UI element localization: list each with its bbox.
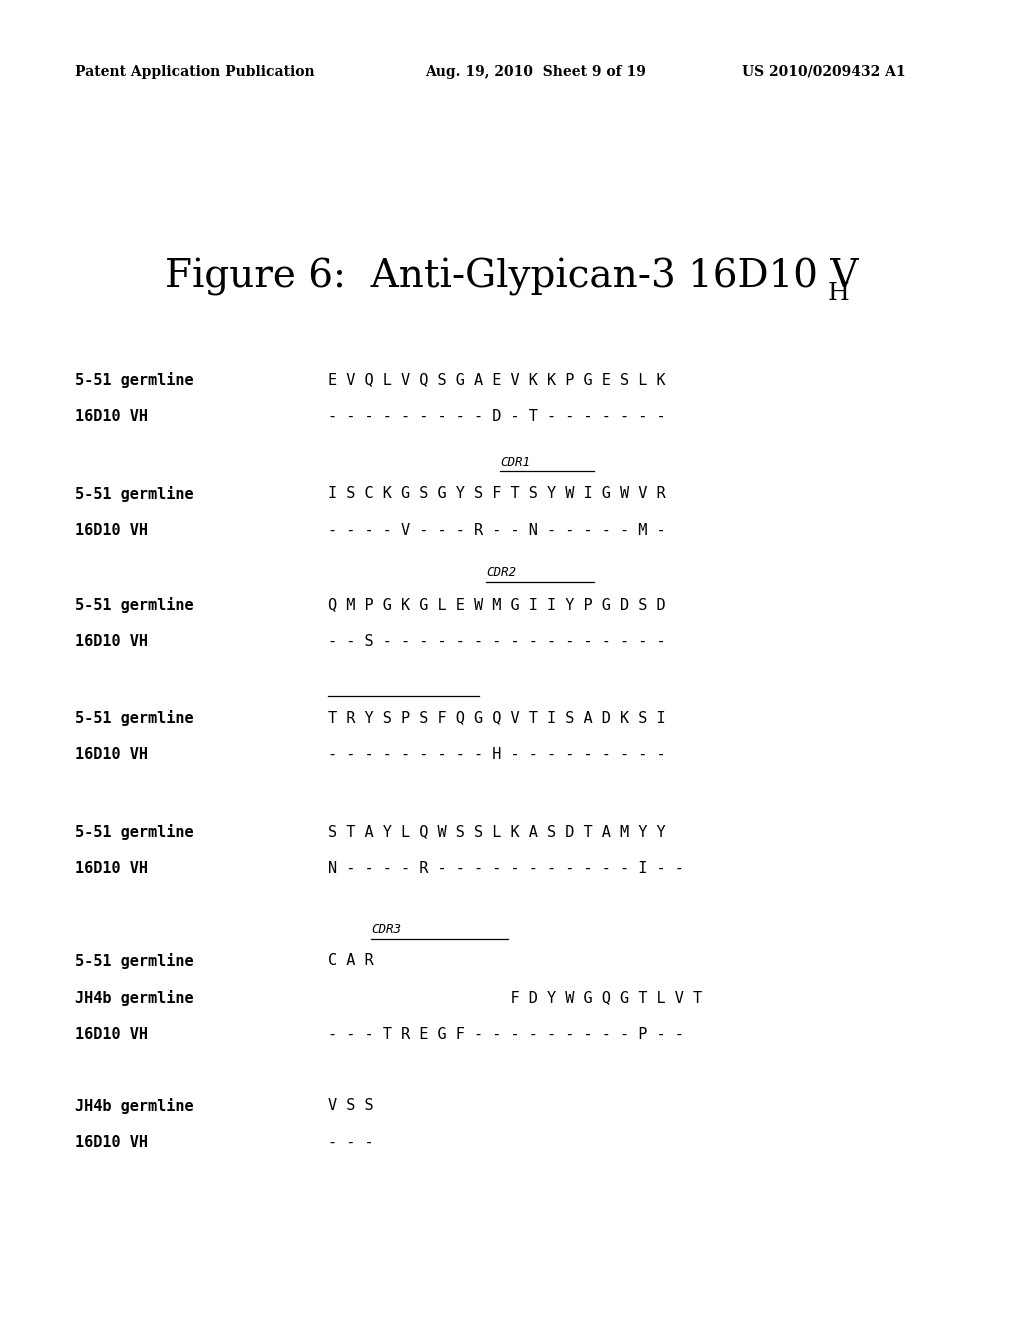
- Text: - - -: - - -: [328, 1135, 374, 1150]
- Text: Patent Application Publication: Patent Application Publication: [75, 65, 314, 79]
- Text: - - - - - - - - - H - - - - - - - - -: - - - - - - - - - H - - - - - - - - -: [328, 747, 666, 762]
- Text: CDR1: CDR1: [501, 455, 530, 469]
- Text: 16D10 VH: 16D10 VH: [75, 634, 147, 648]
- Text: 5-51 germline: 5-51 germline: [75, 953, 194, 969]
- Text: T R Y S P S F Q G Q V T I S A D K S I: T R Y S P S F Q G Q V T I S A D K S I: [328, 710, 666, 725]
- Text: C A R: C A R: [328, 953, 374, 968]
- Text: Aug. 19, 2010  Sheet 9 of 19: Aug. 19, 2010 Sheet 9 of 19: [425, 65, 646, 79]
- Text: 5-51 germline: 5-51 germline: [75, 597, 194, 612]
- Text: S T A Y L Q W S S L K A S D T A M Y Y: S T A Y L Q W S S L K A S D T A M Y Y: [328, 824, 666, 838]
- Text: 16D10 VH: 16D10 VH: [75, 747, 147, 762]
- Text: 16D10 VH: 16D10 VH: [75, 1027, 147, 1041]
- Text: JH4b germline: JH4b germline: [75, 1098, 194, 1114]
- Text: - - - - - - - - - D - T - - - - - - -: - - - - - - - - - D - T - - - - - - -: [328, 409, 666, 424]
- Text: US 2010/0209432 A1: US 2010/0209432 A1: [742, 65, 906, 79]
- Text: N - - - - R - - - - - - - - - - - I - -: N - - - - R - - - - - - - - - - - I - -: [328, 861, 684, 875]
- Text: 16D10 VH: 16D10 VH: [75, 523, 147, 537]
- Text: V S S: V S S: [328, 1098, 374, 1113]
- Text: Figure 6:  Anti-Glypican-3 16D10 V: Figure 6: Anti-Glypican-3 16D10 V: [165, 259, 859, 296]
- Text: 16D10 VH: 16D10 VH: [75, 409, 147, 424]
- Text: 5-51 germline: 5-51 germline: [75, 824, 194, 840]
- Text: 16D10 VH: 16D10 VH: [75, 861, 147, 875]
- Text: I S C K G S G Y S F T S Y W I G W V R: I S C K G S G Y S F T S Y W I G W V R: [328, 486, 666, 500]
- Text: - - - - V - - - R - - N - - - - - M -: - - - - V - - - R - - N - - - - - M -: [328, 523, 666, 537]
- Text: - - - T R E G F - - - - - - - - - P - -: - - - T R E G F - - - - - - - - - P - -: [328, 1027, 684, 1041]
- Text: - - S - - - - - - - - - - - - - - - -: - - S - - - - - - - - - - - - - - - -: [328, 634, 666, 648]
- Text: Q M P G K G L E W M G I I Y P G D S D: Q M P G K G L E W M G I I Y P G D S D: [328, 597, 666, 611]
- Text: 5-51 germline: 5-51 germline: [75, 710, 194, 726]
- Text: F D Y W G Q G T L V T: F D Y W G Q G T L V T: [328, 990, 701, 1005]
- Text: E V Q L V Q S G A E V K K P G E S L K: E V Q L V Q S G A E V K K P G E S L K: [328, 372, 666, 387]
- Text: 16D10 VH: 16D10 VH: [75, 1135, 147, 1150]
- Text: H: H: [827, 281, 849, 305]
- Text: 5-51 germline: 5-51 germline: [75, 486, 194, 502]
- Text: 5-51 germline: 5-51 germline: [75, 372, 194, 388]
- Text: CDR2: CDR2: [486, 566, 516, 579]
- Text: CDR3: CDR3: [371, 923, 400, 936]
- Text: JH4b germline: JH4b germline: [75, 990, 194, 1006]
